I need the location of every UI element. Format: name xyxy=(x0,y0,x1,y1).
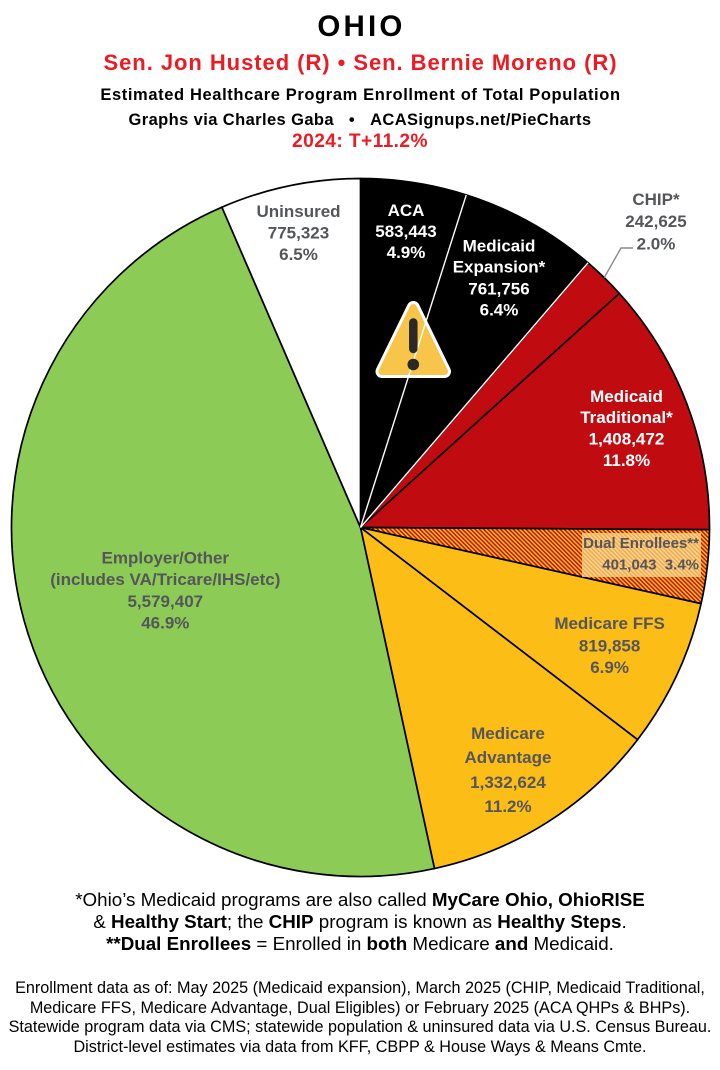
svg-text:46.9%: 46.9% xyxy=(141,614,189,633)
svg-text:Expansion*: Expansion* xyxy=(453,258,546,277)
svg-text:11.8%: 11.8% xyxy=(603,451,650,470)
svg-text:775,323: 775,323 xyxy=(268,224,329,243)
svg-text:Medicaid: Medicaid xyxy=(590,387,663,406)
svg-text:(includes VA/Tricare/IHS/etc): (includes VA/Tricare/IHS/etc) xyxy=(50,570,280,589)
svg-text:1,332,624: 1,332,624 xyxy=(470,773,546,792)
svg-text:819,858: 819,858 xyxy=(579,637,640,656)
svg-text:761,756: 761,756 xyxy=(468,280,529,299)
svg-text:6.4%: 6.4% xyxy=(480,301,519,320)
svg-text:6.5%: 6.5% xyxy=(279,245,318,264)
svg-text:583,443: 583,443 xyxy=(375,222,436,241)
svg-text:Uninsured: Uninsured xyxy=(256,202,340,221)
svg-text:242,625: 242,625 xyxy=(625,212,686,231)
svg-text:Medicare: Medicare xyxy=(471,724,545,743)
svg-text:2.0%: 2.0% xyxy=(637,235,676,254)
svg-text:401,043 3.4%: 401,043 3.4% xyxy=(602,557,699,574)
svg-text:ACA: ACA xyxy=(388,201,425,220)
svg-text:11.2%: 11.2% xyxy=(484,797,531,816)
svg-text:CHIP*: CHIP* xyxy=(632,190,680,209)
svg-text:5,579,407: 5,579,407 xyxy=(127,592,203,611)
svg-text:Traditional*: Traditional* xyxy=(580,408,673,427)
svg-text:Medicare FFS: Medicare FFS xyxy=(554,614,665,633)
svg-text:Medicaid: Medicaid xyxy=(463,237,536,256)
svg-text:Employer/Other: Employer/Other xyxy=(102,549,230,568)
svg-text:Advantage: Advantage xyxy=(465,748,552,767)
svg-text:6.9%: 6.9% xyxy=(590,658,629,677)
svg-text:1,408,472: 1,408,472 xyxy=(589,430,665,449)
svg-text:4.9%: 4.9% xyxy=(387,243,426,262)
svg-text:Dual Enrollees**: Dual Enrollees** xyxy=(583,535,699,552)
